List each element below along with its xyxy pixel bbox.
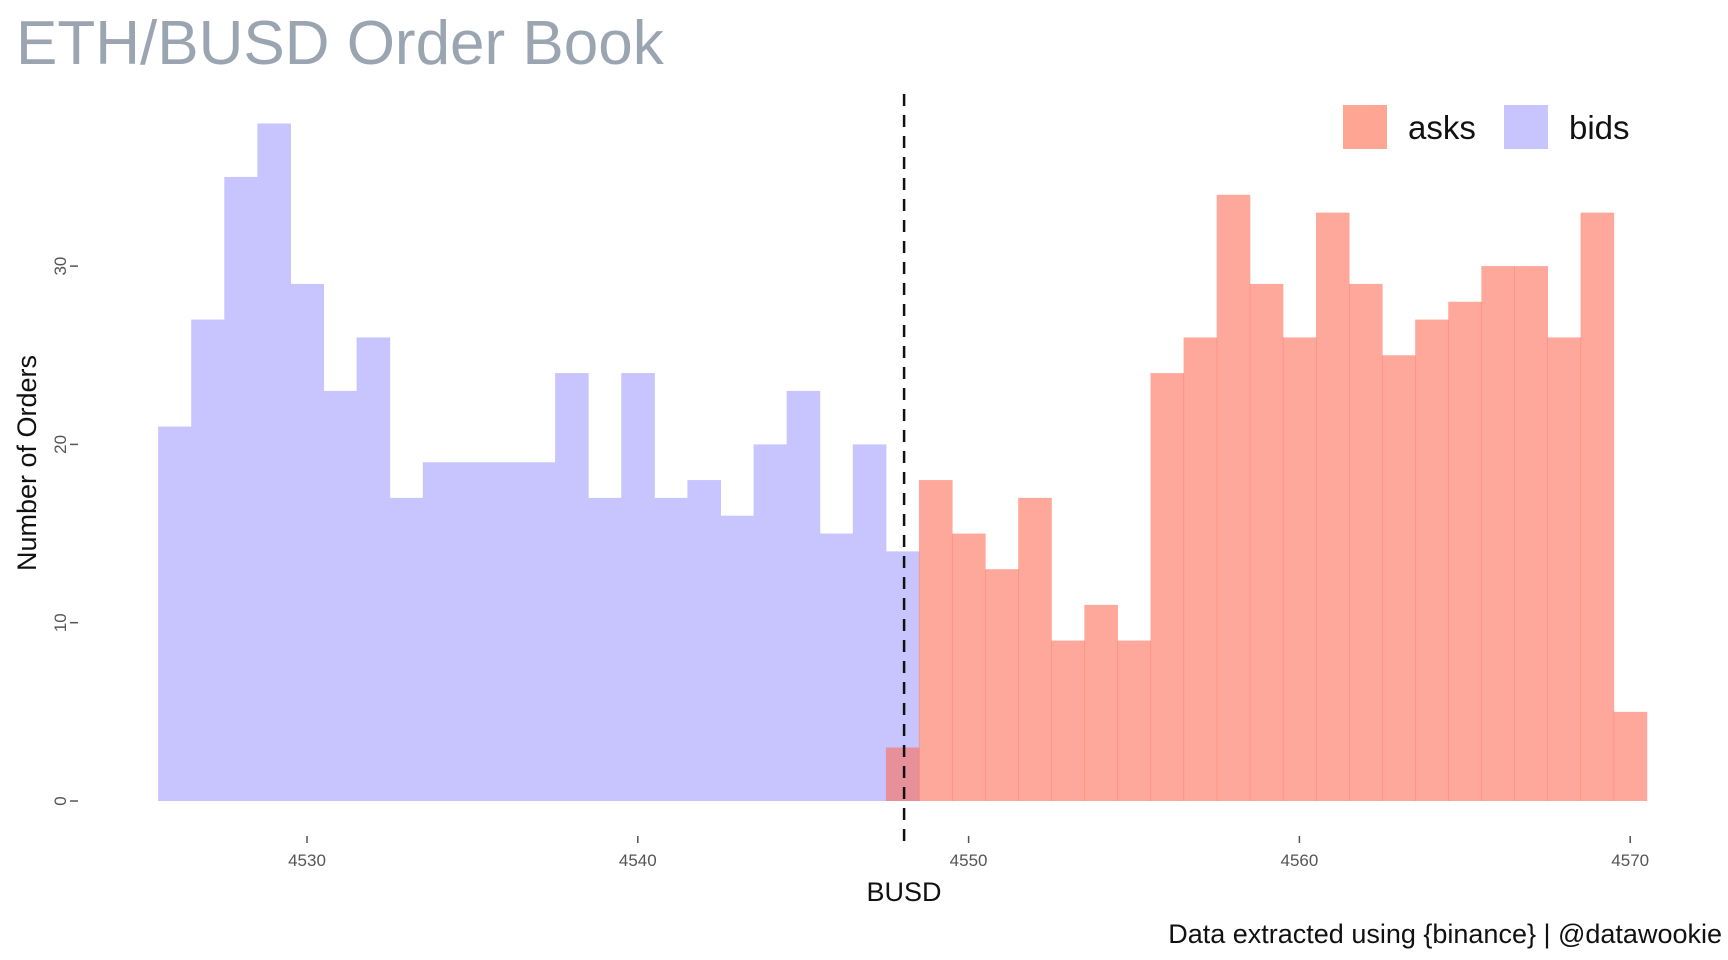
legend-swatch-bids [1504,105,1548,149]
bar-asks-4548 [885,747,920,801]
bar-asks-4560 [1282,337,1317,801]
bar-bids-4545 [786,390,821,801]
x-tick-label: 4550 [950,851,988,870]
bar-bids-4528 [224,176,258,801]
bar-bids-4529 [257,123,291,801]
bar-asks-4552 [1018,497,1052,801]
y-tick-label: 10 [51,613,70,632]
y-tick-label: 30 [51,257,70,276]
bar-asks-4563 [1382,355,1416,801]
y-tick-label: 0 [51,796,70,805]
legend-label-asks: asks [1408,109,1476,146]
bar-bids-4540 [621,373,655,801]
bar-bids-4534 [422,462,457,801]
bar-asks-4556 [1150,373,1185,801]
bar-bids-4533 [389,497,424,801]
bar-bids-4547 [852,444,887,801]
y-axis: 0 10 20 30 [51,257,78,806]
bar-bids-4539 [588,497,622,801]
bar-bids-4546 [819,533,854,801]
x-tick-label: 4570 [1611,851,1649,870]
x-axis-title: BUSD [866,877,941,907]
bar-asks-4550 [952,533,986,801]
bar-asks-4565 [1448,301,1482,801]
bar-bids-4543 [720,515,755,801]
bar-asks-4569 [1580,212,1615,802]
bar-asks-4554 [1084,604,1118,801]
x-axis: 4530 4540 4550 4560 4570 [288,836,1649,870]
bar-bids-4544 [753,444,788,801]
bar-asks-4566 [1481,266,1515,802]
bar-asks-4561 [1315,212,1350,802]
x-tick-label: 4560 [1280,851,1318,870]
bar-asks-4555 [1117,640,1152,801]
x-tick-label: 4540 [619,851,657,870]
y-axis-title: Number of Orders [12,355,42,571]
bar-bids-4530 [290,283,325,801]
bar-asks-4553 [1051,640,1085,801]
legend-swatch-asks [1343,105,1387,149]
bar-bids-4531 [323,390,358,801]
bar-bids-4527 [191,319,225,801]
bar-bids-4535 [455,462,490,801]
bar-asks-4549 [918,480,953,801]
x-tick-label: 4530 [288,851,326,870]
legend: asks bids [1343,105,1630,149]
bar-asks-4557 [1183,337,1218,801]
bar-asks-4551 [985,569,1019,801]
bar-asks-4558 [1216,194,1251,801]
bar-asks-4562 [1349,283,1383,801]
y-tick-label: 20 [51,435,70,454]
bar-asks-4568 [1547,337,1582,801]
bar-asks-4567 [1514,266,1548,802]
bar-bids-4542 [687,480,721,801]
caption: Data extracted using {binance} | @datawo… [1168,919,1722,949]
bar-bids-4532 [356,337,391,801]
bar-bids-4537 [522,462,556,801]
bar-asks-4570 [1613,711,1648,801]
bars-layer [158,123,1648,802]
bar-bids-4538 [555,373,589,801]
bar-bids-4541 [654,497,688,801]
bar-bids-4536 [488,462,523,801]
bar-bids-4526 [158,426,192,801]
bar-asks-4559 [1249,283,1284,801]
bar-asks-4564 [1415,319,1449,801]
chart-title: ETH/BUSD Order Book [16,9,665,78]
legend-label-bids: bids [1569,109,1630,146]
